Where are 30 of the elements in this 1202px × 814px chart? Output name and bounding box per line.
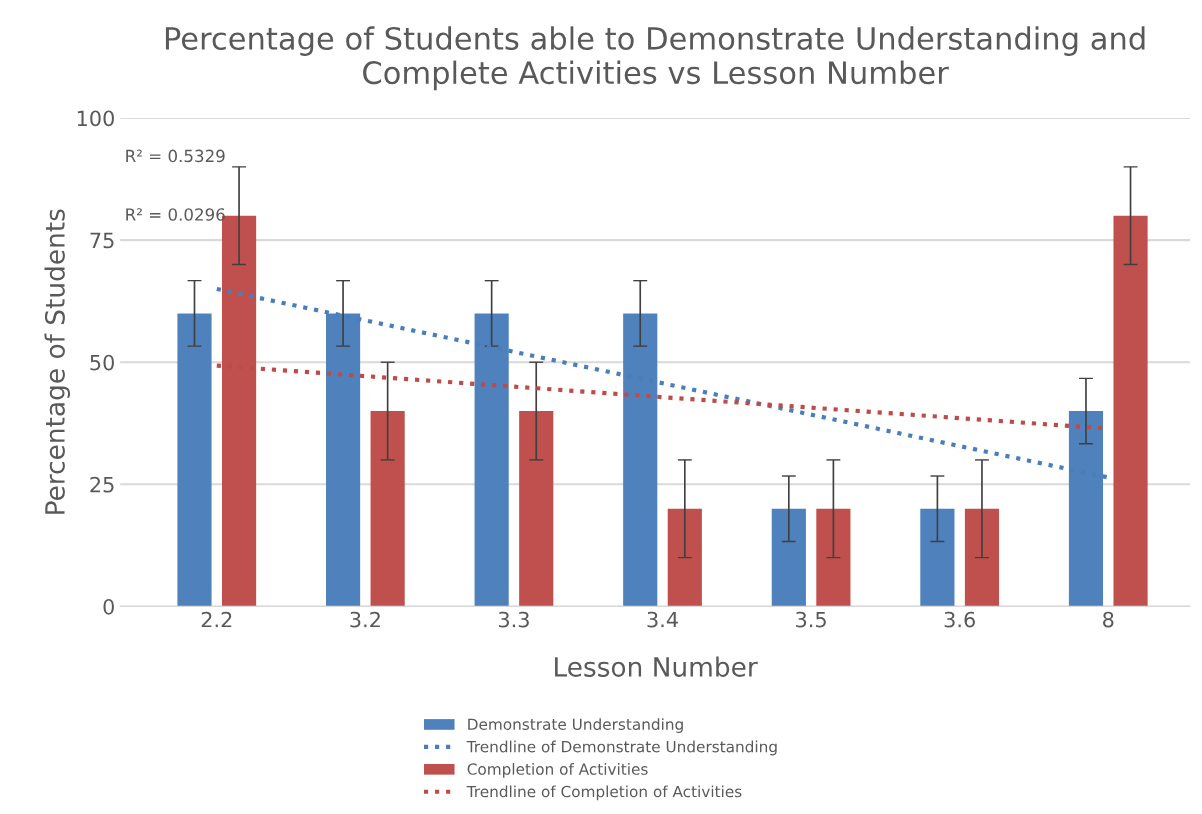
bar xyxy=(370,411,405,607)
bar xyxy=(964,508,1000,607)
x-tick-label: 8 xyxy=(1103,611,1114,628)
bar xyxy=(667,508,702,607)
x-tick-label: 3.2 xyxy=(350,611,380,628)
y-tick-label: 0 xyxy=(103,598,114,615)
x-tick-label: 3.4 xyxy=(647,611,678,628)
x-tick-label: 3.5 xyxy=(796,611,826,628)
y-tick-label: 25 xyxy=(90,476,114,493)
bar xyxy=(1113,215,1148,607)
bar xyxy=(177,313,212,607)
bar xyxy=(920,508,955,607)
y-tick-label: 100 xyxy=(77,110,114,127)
bar xyxy=(816,508,851,607)
x-tick-label: 3.6 xyxy=(944,611,975,628)
y-tick-label: 75 xyxy=(90,232,114,249)
x-tick-label: 3.3 xyxy=(498,611,529,628)
bar xyxy=(519,411,554,607)
legend-label: Trendline of Demonstrate Understanding xyxy=(466,740,777,756)
y-tick-label: 50 xyxy=(90,354,114,371)
x-tick-label: 2.2 xyxy=(201,611,232,628)
legend-label: Demonstrate Understanding xyxy=(468,718,683,733)
chart-title: Percentage of Students able to Demonstrate Understanding and Complete Activities vs Lesson Number xyxy=(165,26,1145,91)
bar xyxy=(771,508,806,607)
annotation: R² = 0.5329 xyxy=(126,149,225,163)
legend-label: Completion of Activities xyxy=(467,763,648,778)
y-axis-title: Percentage of Students xyxy=(44,209,71,514)
x-axis-title: Lesson Number xyxy=(555,656,758,677)
annotation: R² = 0.0296 xyxy=(126,208,225,221)
legend-label: Trendline of Completion of Activities xyxy=(466,785,742,801)
